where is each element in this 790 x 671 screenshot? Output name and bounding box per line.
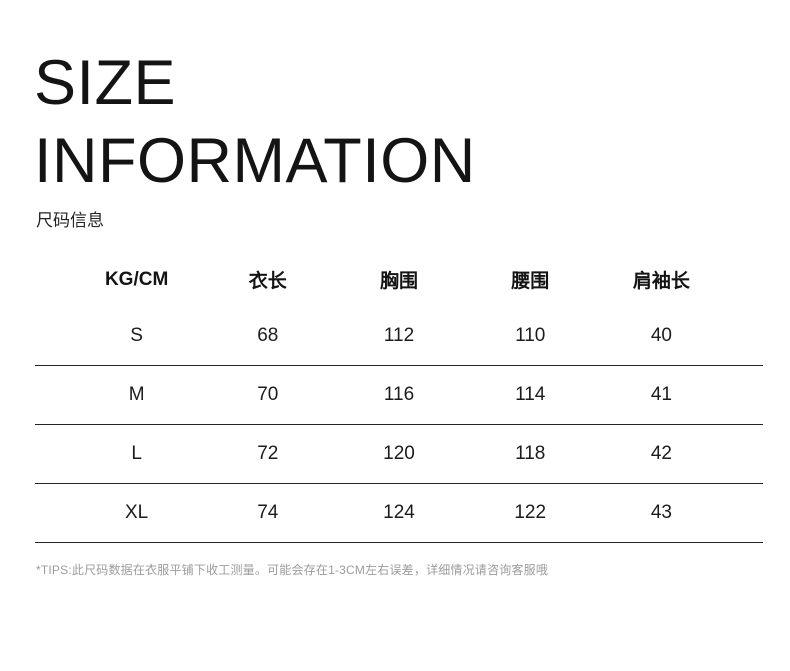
- size-table: KG/CM 衣长 胸围 腰围 肩袖长 S 68 112 110 40 M 70 …: [35, 252, 763, 543]
- value-cell: 120: [383, 443, 415, 464]
- tips-note: *TIPS:此尺码数据在衣服平铺下收工测量。可能会存在1-3CM左右误差，详细情…: [36, 563, 549, 577]
- value-cell: 116: [383, 384, 415, 405]
- size-label-cell: XL: [124, 502, 149, 523]
- value-cell: 40: [650, 325, 672, 346]
- header-cell-garment-length: 衣长: [248, 271, 287, 292]
- header-cell-chest: 胸围: [380, 271, 419, 292]
- value-cell: 74: [257, 502, 279, 523]
- size-label-cell: L: [131, 443, 142, 464]
- value-cell: 112: [383, 325, 415, 346]
- value-cell: 43: [650, 502, 672, 523]
- value-cell: 110: [515, 325, 546, 346]
- size-table-header-row: KG/CM 衣长 胸围 腰围 肩袖长: [35, 252, 763, 307]
- page-title: SIZE INFORMATION: [34, 44, 756, 200]
- header-cell-waist: 腰围: [511, 271, 550, 292]
- header-cell-unit: KG/CM: [104, 268, 169, 290]
- size-table-row-xl: XL 74 124 122 43: [35, 484, 763, 543]
- page-subtitle: 尺码信息: [36, 211, 104, 230]
- value-cell: 124: [383, 502, 415, 523]
- size-table-row-l: L 72 120 118 42: [35, 425, 763, 484]
- value-cell: 122: [514, 502, 547, 523]
- size-label-cell: M: [128, 384, 145, 405]
- value-cell: 118: [515, 443, 546, 464]
- value-cell: 114: [515, 384, 546, 405]
- page-title-line-1: SIZE: [34, 48, 177, 118]
- size-table-row-m: M 70 116 114 41: [35, 366, 763, 425]
- header-cell-shoulder-sleeve: 肩袖长: [632, 271, 690, 292]
- value-cell: 42: [650, 443, 672, 464]
- value-cell: 68: [257, 325, 279, 346]
- page-title-line-2: INFORMATION: [34, 126, 476, 196]
- value-cell: 70: [257, 384, 279, 405]
- value-cell: 72: [257, 443, 279, 464]
- size-table-row-s: S 68 112 110 40: [35, 307, 763, 366]
- size-label-cell: S: [130, 325, 143, 346]
- value-cell: 41: [650, 384, 672, 405]
